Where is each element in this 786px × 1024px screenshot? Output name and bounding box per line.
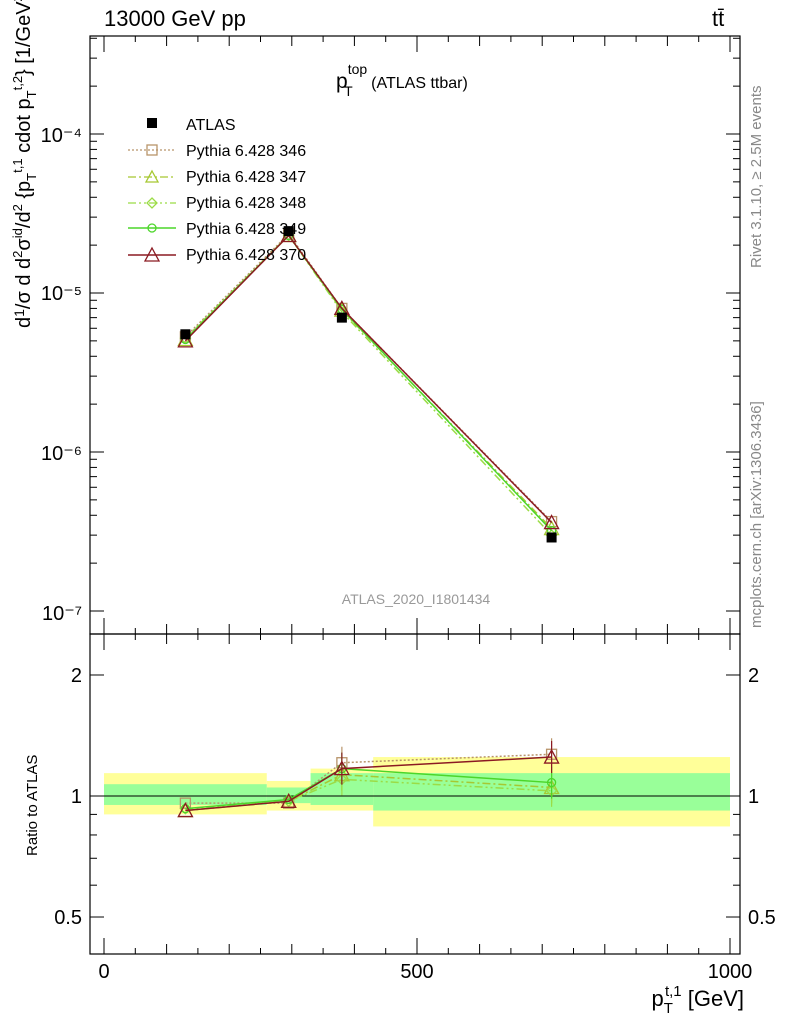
main-point-p370 (177, 332, 194, 348)
legend-marker-346 (146, 144, 158, 156)
axis-ticks (90, 36, 740, 954)
legend-marker-atlas (147, 118, 157, 128)
main-line-p346 (184, 232, 553, 523)
legend-item-370: Pythia 6.428 370 (128, 246, 306, 264)
legend-label-348: Pythia 6.428 348 (186, 195, 306, 212)
ratio-y-axis-title: Ratio to ATLAS (24, 755, 41, 856)
ratio-frame (89, 633, 741, 955)
legend-item-348: Pythia 6.428 348 (128, 195, 306, 212)
main-y-tick-1e-5: 10⁻⁵ (41, 283, 82, 305)
ratio-line-p346 (185, 753, 552, 804)
legend-label-349: Pythia 6.428 349 (186, 221, 306, 238)
atlas-data-point (336, 312, 347, 323)
atlas-data-point (283, 226, 294, 237)
analysis-label: ATLAS_2020_I1801434 (342, 591, 491, 607)
ratio-y-tick-right-0-5: 0.5 (748, 907, 776, 929)
legend: ATLAS Pythia 6.428 346 Pythia 6.428 347 … (128, 117, 306, 264)
main-line-p348 (184, 234, 553, 536)
legend-item-349: Pythia 6.428 349 (128, 221, 306, 238)
legend-label-346: Pythia 6.428 346 (186, 143, 306, 160)
ratio-point-p370 (333, 760, 350, 776)
legend-marker-347 (144, 169, 160, 183)
ratio-line-p370 (185, 756, 552, 812)
ratio-point-p370 (280, 792, 297, 808)
process-label: tt̄ (712, 6, 725, 31)
legend-label-347: Pythia 6.428 347 (186, 169, 306, 186)
legend-label-atlas: ATLAS (186, 117, 236, 134)
ratio-y-tick-right-1: 1 (748, 786, 759, 808)
atlas-data-point (546, 532, 557, 543)
ratio-line-p349 (185, 767, 552, 810)
ratio-point-p349 (546, 777, 557, 788)
x-tick-500: 500 (400, 961, 433, 983)
ratio-point-p370 (177, 802, 194, 818)
main-series (177, 226, 560, 543)
main-point-p370 (543, 514, 560, 530)
x-tick-0: 0 (98, 961, 109, 983)
main-y-tick-1e-6: 10⁻⁶ (41, 443, 82, 465)
legend-marker-348 (146, 197, 158, 209)
plot-title: ptop T (ATLAS ttbar) (336, 61, 468, 99)
ratio-series (177, 738, 560, 818)
atlas-data-point (180, 329, 191, 340)
ratio-line-p348 (185, 778, 552, 810)
main-line-p370 (184, 234, 553, 524)
ratio-y-tick-left-2: 2 (71, 665, 82, 687)
legend-marker-349 (147, 223, 157, 233)
legend-label-370: Pythia 6.428 370 (186, 247, 306, 264)
legend-marker-370 (143, 246, 161, 262)
main-line-p347 (184, 234, 553, 530)
x-axis-title: pTt,1 [GeV] (652, 983, 744, 1017)
ratio-band-inner (104, 784, 267, 805)
legend-item-atlas: ATLAS (147, 117, 236, 134)
ratio-bands (104, 757, 730, 827)
energy-label: 13000 GeV pp (104, 6, 246, 31)
main-line-p349 (184, 234, 553, 532)
ratio-y-tick-left-1: 1 (71, 786, 82, 808)
legend-item-346: Pythia 6.428 346 (128, 143, 306, 160)
x-tick-1000: 1000 (708, 961, 753, 983)
ratio-y-tick-left-0-5: 0.5 (54, 907, 82, 929)
ratio-point-p370 (543, 748, 560, 764)
main-y-axis-title: d1/σ d d2σid/d2 {pTt,1 cdot pTt,2} [1/Ge… (10, 0, 39, 328)
main-y-tick-1e-7: 10⁻⁷ (42, 603, 82, 625)
main-y-tick-1e-4: 10⁻⁴ (41, 125, 82, 147)
ratio-y-tick-right-2: 2 (748, 665, 759, 687)
legend-item-347: Pythia 6.428 347 (128, 169, 306, 186)
